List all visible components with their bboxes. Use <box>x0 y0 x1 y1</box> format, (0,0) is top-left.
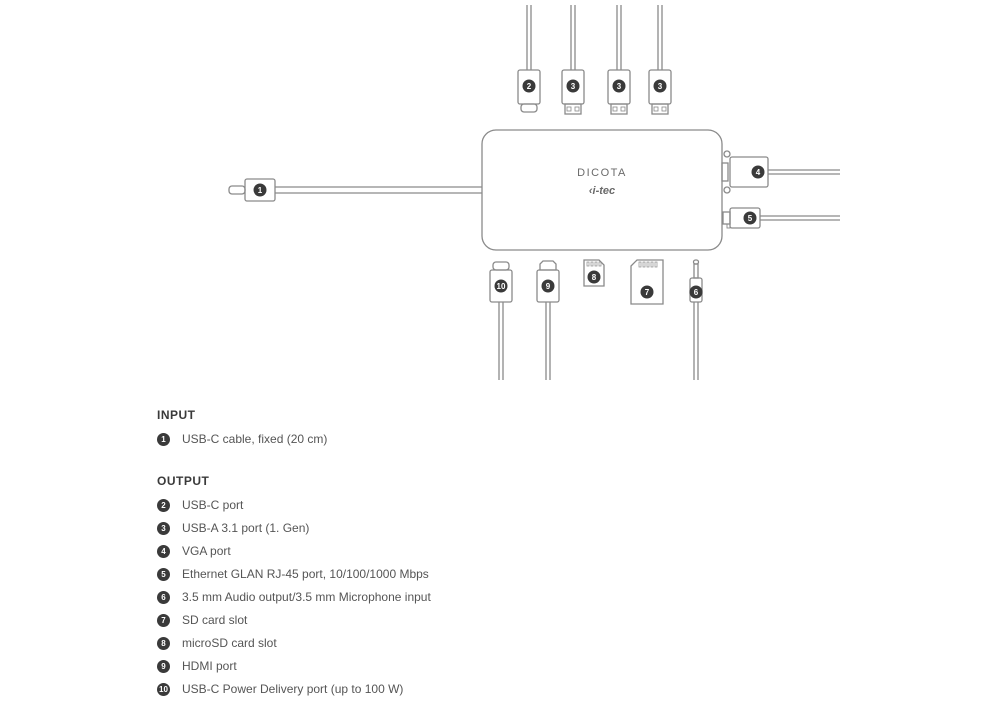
input-row: 1 USB-C cable, fixed (20 cm) <box>157 432 431 446</box>
legend-bullet: 7 <box>157 614 170 627</box>
svg-text:3: 3 <box>617 82 622 91</box>
svg-text:7: 7 <box>645 288 650 297</box>
svg-text:DICOTA: DICOTA <box>577 167 627 179</box>
output-row: 4 VGA port <box>157 544 431 558</box>
legend-bullet: 10 <box>157 683 170 696</box>
output-row: 2 USB-C port <box>157 498 431 512</box>
svg-text:3: 3 <box>571 82 576 91</box>
output-row: 9 HDMI port <box>157 659 431 673</box>
output-row: 5 Ethernet GLAN RJ-45 port, 10/100/1000 M… <box>157 567 431 581</box>
legend-label: USB-A 3.1 port (1. Gen) <box>182 521 309 535</box>
svg-text:2: 2 <box>527 82 532 91</box>
svg-text:4: 4 <box>756 168 761 177</box>
legend-label: VGA port <box>182 544 231 558</box>
legend-label: HDMI port <box>182 659 237 673</box>
output-row: 6 3.5 mm Audio output/3.5 mm Microphone i… <box>157 590 431 604</box>
svg-text:3: 3 <box>658 82 663 91</box>
legend-label: microSD card slot <box>182 636 277 650</box>
svg-text:1: 1 <box>258 186 263 195</box>
output-row: 8 microSD card slot <box>157 636 431 650</box>
legend-bullet: 5 <box>157 568 170 581</box>
svg-text:9: 9 <box>546 282 551 291</box>
hub-diagram: DICOTA ‹i-tec 1 2 3 3 3 4 5 10 9 8 7 6 <box>0 0 1000 380</box>
output-row: 3 USB-A 3.1 port (1. Gen) <box>157 521 431 535</box>
output-heading: OUTPUT <box>157 474 431 488</box>
legend-label: 3.5 mm Audio output/3.5 mm Microphone in… <box>182 590 431 604</box>
input-heading: INPUT <box>157 408 431 422</box>
legend-bullet: 9 <box>157 660 170 673</box>
legend-label: SD card slot <box>182 613 247 627</box>
svg-text:8: 8 <box>592 273 597 282</box>
svg-text:10: 10 <box>497 282 506 291</box>
svg-text:6: 6 <box>694 288 699 297</box>
output-row: 10 USB-C Power Delivery port (up to 100 W… <box>157 682 431 696</box>
legend-bullet: 8 <box>157 637 170 650</box>
legend-bullet: 1 <box>157 433 170 446</box>
legend-label: USB-C cable, fixed (20 cm) <box>182 432 327 446</box>
legend-label: USB-C port <box>182 498 243 512</box>
output-row: 7 SD card slot <box>157 613 431 627</box>
legend-bullet: 4 <box>157 545 170 558</box>
legend-bullet: 2 <box>157 499 170 512</box>
legend-bullet: 3 <box>157 522 170 535</box>
legend: INPUT 1 USB-C cable, fixed (20 cm) OUTPUT… <box>157 394 431 705</box>
svg-text:‹i-tec: ‹i-tec <box>589 185 615 197</box>
legend-label: Ethernet GLAN RJ-45 port, 10/100/1000 Mb… <box>182 567 429 581</box>
legend-label: USB-C Power Delivery port (up to 100 W) <box>182 682 403 696</box>
svg-text:5: 5 <box>748 214 753 223</box>
legend-bullet: 6 <box>157 591 170 604</box>
